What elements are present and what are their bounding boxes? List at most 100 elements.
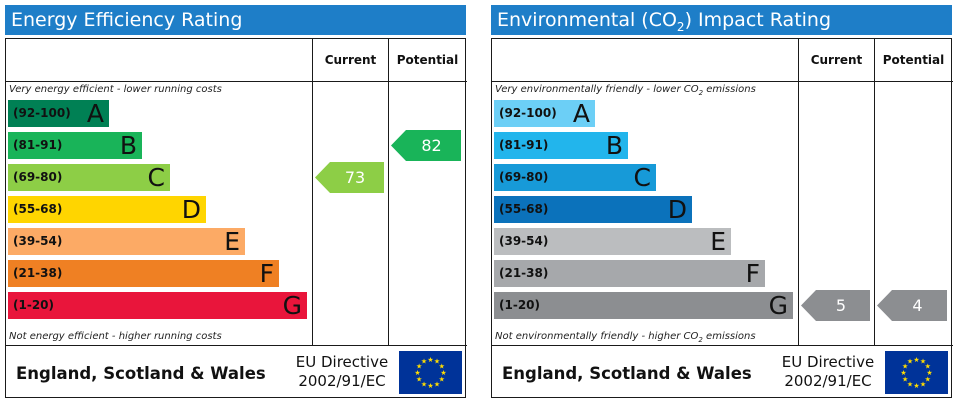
header-divider: [492, 81, 953, 82]
star-icon: ★: [902, 363, 908, 371]
star-icon: ★: [900, 369, 906, 377]
star-icon: ★: [427, 382, 433, 390]
footer-region: England, Scotland & Wales: [16, 364, 266, 383]
top-note: Very environmentally friendly - lower CO…: [495, 84, 756, 97]
bottom-note-end: emissions: [702, 331, 756, 342]
star-icon: ★: [427, 356, 433, 364]
band-range-label: (81-91): [499, 138, 549, 152]
column-divider: [798, 39, 799, 346]
potential-rating-value: 4: [912, 296, 923, 315]
band-b: (81-91) B: [494, 131, 628, 160]
band-range-label: (21-38): [13, 266, 63, 280]
eu-directive: EU Directive 2002/91/EC: [774, 353, 882, 391]
band-range-label: (39-54): [499, 234, 549, 248]
chart-title: Environmental (CO2) Impact Rating: [491, 5, 952, 35]
band-letter: B: [605, 131, 623, 160]
star-icon: ★: [902, 376, 908, 384]
energy-efficiency-chart: Energy Efficiency Rating Current Potenti…: [5, 5, 467, 398]
band-c: (69-80) C: [8, 163, 170, 192]
star-icon: ★: [421, 380, 427, 388]
star-icon: ★: [913, 382, 919, 390]
band-a: (92-100) A: [494, 99, 595, 128]
top-note-main: Very environmentally friendly - lower CO: [495, 84, 699, 95]
bottom-note-sub: 2: [698, 336, 703, 344]
band-a: (92-100) A: [8, 99, 109, 128]
star-icon: ★: [440, 369, 446, 377]
band-c: (69-80) C: [494, 163, 656, 192]
band-letter: F: [259, 259, 274, 288]
eu-directive: EU Directive 2002/91/EC: [288, 353, 396, 391]
band-range-label: (55-68): [13, 202, 63, 216]
band-range-label: (69-80): [13, 170, 63, 184]
environmental-impact-chart: Environmental (CO2) Impact Rating Curren…: [491, 5, 953, 398]
column-divider: [312, 39, 313, 346]
potential-rating-arrow: [877, 290, 947, 321]
band-range-label: (81-91): [13, 138, 63, 152]
directive-line2: 2002/91/EC: [784, 372, 872, 390]
chart-frame: Current Potential Very energy efficient …: [5, 38, 467, 398]
potential-rating-arrow: [391, 130, 461, 161]
eu-flag-icon: ★ ★★★★★★★★★★★: [399, 351, 462, 394]
band-letter: F: [745, 259, 760, 288]
band-range-label: (69-80): [499, 170, 549, 184]
current-rating-value: 5: [835, 296, 847, 315]
footer-divider: [492, 345, 953, 346]
band-letter: B: [119, 131, 137, 160]
chart-title: Energy Efficiency Rating: [5, 5, 466, 35]
header-divider: [6, 81, 467, 82]
band-range-label: (1-20): [499, 298, 540, 312]
band-letter: C: [147, 163, 165, 192]
band-g: (1-20) G: [494, 291, 793, 320]
band-range-label: (39-54): [13, 234, 63, 248]
eu-flag-icon: ★ ★★★★★★★★★★★: [885, 351, 948, 394]
star-icon: ★: [907, 358, 913, 366]
band-letter: C: [633, 163, 651, 192]
current-rating-arrow: [315, 162, 384, 193]
column-header-potential: Potential: [882, 53, 945, 67]
potential-rating-value: 82: [421, 136, 442, 155]
band-letter: A: [86, 99, 104, 128]
top-note-sub: 2: [698, 89, 704, 97]
title-end: ) Impact Rating: [684, 9, 832, 31]
star-icon: ★: [416, 363, 422, 371]
band-e: (39-54) E: [494, 227, 731, 256]
band-letter: E: [224, 227, 240, 256]
directive-line2: 2002/91/EC: [298, 372, 386, 390]
bottom-note: Not energy efficient - higher running co…: [9, 331, 222, 342]
column-divider: [874, 39, 875, 346]
top-note-end: emissions: [703, 84, 756, 95]
band-letter: D: [667, 195, 687, 224]
chart-frame: Current Potential Very environmentally f…: [491, 38, 953, 398]
bottom-note: Not environmentally friendly - higher CO…: [495, 331, 756, 344]
title-subscript: 2: [676, 19, 685, 34]
current-rating-value: 73: [344, 168, 366, 187]
star-icon: ★: [414, 369, 420, 377]
band-letter: A: [572, 99, 590, 128]
column-divider: [388, 39, 389, 346]
band-range-label: (92-100): [13, 106, 71, 120]
star-icon: ★: [913, 356, 919, 364]
star-icon: ★: [439, 363, 445, 371]
band-d: (55-68) D: [494, 195, 692, 224]
band-b: (81-91) B: [8, 131, 142, 160]
star-icon: ★: [920, 380, 926, 388]
band-letter: G: [282, 291, 302, 320]
band-e: (39-54) E: [8, 227, 245, 256]
directive-line1: EU Directive: [295, 353, 389, 371]
rating-arrows: [801, 290, 947, 321]
band-letter: G: [768, 291, 788, 320]
top-note: Very energy efficient - lower running co…: [9, 84, 222, 95]
band-range-label: (21-38): [499, 266, 549, 280]
title-main: Environmental (CO: [497, 9, 677, 31]
column-header-current: Current: [810, 53, 863, 67]
band-range-label: (55-68): [499, 202, 549, 216]
star-icon: ★: [925, 363, 931, 371]
current-rating-arrow: [801, 290, 870, 321]
star-icon: ★: [416, 376, 422, 384]
band-f: (21-38) F: [8, 259, 279, 288]
column-header-potential: Potential: [396, 53, 459, 67]
band-g: (1-20) G: [8, 291, 307, 320]
rating-arrows: [315, 130, 461, 193]
band-range-label: (1-20): [13, 298, 54, 312]
star-icon: ★: [421, 358, 427, 366]
